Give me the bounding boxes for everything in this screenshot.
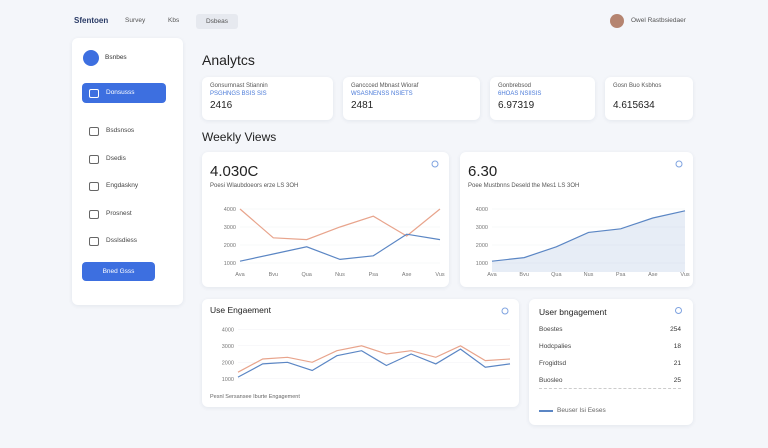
x-tick-label: Qua <box>301 272 312 278</box>
x-tick-label: Ava <box>235 272 245 278</box>
sidebar-item[interactable]: Bsdsnsos <box>106 127 135 134</box>
info-icon <box>675 160 683 168</box>
chart-subtitle: Poee Mustbnns Deseld the Mes1 LS 3OH <box>468 183 579 189</box>
y-tick-label: 1000 <box>222 377 234 383</box>
row-label: Boestes <box>539 326 563 333</box>
row-value: 18 <box>673 343 681 350</box>
user-name[interactable]: Owel Rastbsiedaer <box>631 17 686 24</box>
area <box>492 210 685 272</box>
row-value: 254 <box>670 326 681 333</box>
section-title: Weekly Views <box>202 130 277 144</box>
sidebar-item[interactable]: Prosnest <box>106 209 132 217</box>
sidebar-item-active[interactable] <box>82 83 166 103</box>
stat-card: Gonbrebsod 6HOAS NSIISIS 6.97319 <box>490 77 595 120</box>
x-tick-label: Vus <box>435 272 445 278</box>
y-tick-label: 4000 <box>476 207 488 213</box>
sidebar-icon <box>89 154 99 164</box>
chart-value: 4.030C <box>210 163 259 180</box>
y-tick-label: 2000 <box>222 360 234 366</box>
sidebar-button[interactable]: Bned Gsss <box>82 262 155 281</box>
engagement-card: User bngagement Beuser Isi Eeses Boestes… <box>529 299 693 425</box>
sidebar-icon <box>89 89 99 98</box>
sidebar: Bsnbes Bned Gsss Donsusss Bsdsnsos Dsedis E… <box>72 38 183 305</box>
chart-value: 6.30 <box>468 163 497 180</box>
chart-card: 4.030C Poesi Wlaubdoeors erze LS 3OH 1000 2… <box>202 152 449 287</box>
x-tick-label: Nus <box>335 272 345 278</box>
line <box>491 210 686 262</box>
stat-label: Gonsurnnast Stiannin <box>210 83 268 89</box>
chart-footer: Pesnl Sersansee Iburte Engagement <box>210 394 300 400</box>
y-tick-label: 3000 <box>476 225 488 231</box>
chart-card: Use Engaement Pesnl Sersansee Iburte Enga… <box>202 299 519 407</box>
stat-label: Gosn Buo Ksbhos <box>613 83 662 89</box>
sidebar-icon <box>89 237 99 246</box>
y-tick-label: 2000 <box>224 243 236 249</box>
info-icon[interactable] <box>675 307 682 314</box>
stat-card: Ganccced Mbnast Wioraf WSASNENSS NSIETS 24… <box>343 77 480 120</box>
row-value: 21 <box>673 360 681 367</box>
logo[interactable]: Sfentoen <box>74 16 109 25</box>
row-label: Frogidtsd <box>539 360 567 367</box>
stat-sub: WSASNENSS NSIETS <box>351 91 413 97</box>
brand-icon <box>83 50 99 66</box>
x-tick-label: Ase <box>402 272 411 278</box>
sidebar-icon <box>89 127 99 136</box>
stat-sub: 6HOAS NSIISIS <box>498 91 542 97</box>
x-tick-label: Vus <box>680 272 690 278</box>
y-tick-label: 3000 <box>222 344 234 350</box>
stat-value: 2481 <box>351 100 374 111</box>
y-tick-label: 4000 <box>222 327 234 333</box>
x-tick-label: Ava <box>487 272 497 278</box>
sidebar-icon <box>89 209 99 219</box>
chart-card: 6.30 Poee Mustbnns Deseld the Mes1 LS 3OH… <box>460 152 693 287</box>
row-value: 25 <box>673 377 681 384</box>
stat-value: 2416 <box>210 100 233 111</box>
avatar[interactable] <box>610 14 624 28</box>
line <box>237 345 511 373</box>
sidebar-icon <box>89 182 99 191</box>
x-tick-label: Nus <box>584 272 594 278</box>
stat-label: Ganccced Mbnast Wioraf <box>351 83 419 89</box>
stat-label: Gonbrebsod <box>498 83 532 89</box>
x-tick-label: Psa <box>616 272 626 278</box>
stat-value: 6.97319 <box>498 100 535 111</box>
line <box>239 233 441 262</box>
y-tick-label: 3000 <box>224 225 236 231</box>
x-tick-label: Bvu <box>519 272 528 278</box>
brand: Bsnbes <box>105 54 127 61</box>
x-tick-label: Bvu <box>269 272 278 278</box>
x-tick-label: Qua <box>551 272 562 278</box>
nav-item[interactable]: Dsbeas <box>196 14 238 29</box>
nav-item[interactable]: Kbs <box>168 17 180 24</box>
stat-card: Gonsurnnast Stiannin PSGHNGS BSIS SIS 2416 <box>202 77 333 120</box>
sidebar-item[interactable]: Dsedis <box>106 154 126 162</box>
engagement-title: User bngagement <box>539 307 607 317</box>
stat-sub: PSGHNGS BSIS SIS <box>210 91 267 97</box>
line <box>239 208 441 241</box>
stat-value: 4.615634 <box>613 100 655 111</box>
nav-item[interactable]: Survey <box>125 17 146 24</box>
legend-label: Beuser Isi Eeses <box>557 407 606 414</box>
x-tick-label: Psa <box>369 272 379 278</box>
x-tick-label: Ase <box>648 272 657 278</box>
row-label: Hodcpalies <box>539 343 572 350</box>
line <box>237 348 511 378</box>
legend-swatch <box>539 410 553 412</box>
chart-title: Use Engaement <box>210 305 272 315</box>
y-tick-label: 4000 <box>224 207 236 213</box>
stat-card: Gosn Buo Ksbhos 4.615634 <box>605 77 693 120</box>
chart-subtitle: Poesi Wlaubdoeors erze LS 3OH <box>210 183 298 189</box>
info-icon <box>431 160 439 168</box>
y-tick-label: 1000 <box>224 261 236 267</box>
row-label: Buosleo <box>539 377 563 384</box>
sidebar-item[interactable]: Engdaskny <box>106 182 139 189</box>
y-tick-label: 2000 <box>476 243 488 249</box>
y-tick-label: 1000 <box>476 261 488 267</box>
sidebar-item[interactable]: Dsslsdiess <box>106 237 138 244</box>
heading: Analytcs <box>202 52 255 68</box>
divider <box>539 388 681 389</box>
sidebar-item[interactable]: Donsusss <box>106 89 135 96</box>
info-icon <box>501 307 509 315</box>
